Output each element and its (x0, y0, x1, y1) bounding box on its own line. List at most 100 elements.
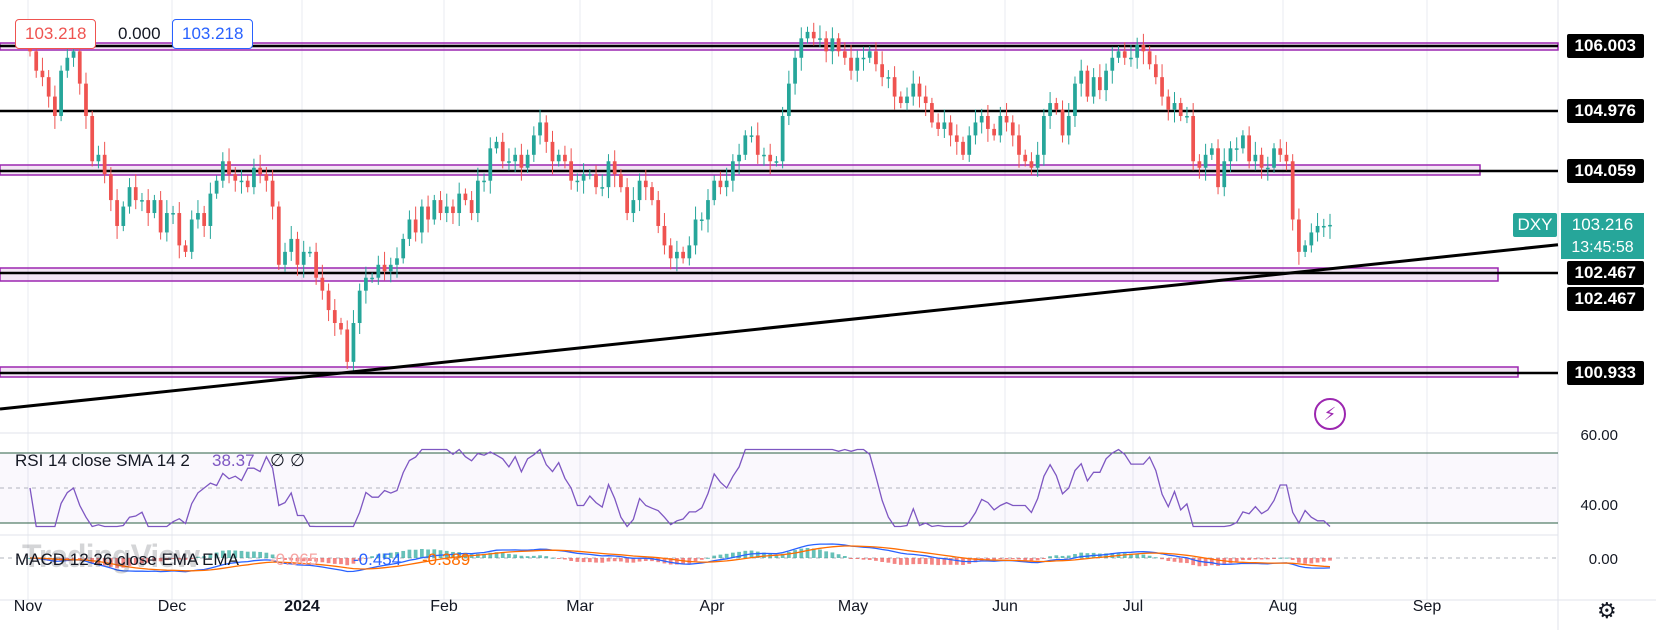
macd-histogram-bar (115, 558, 119, 569)
macd-histogram-bar (619, 558, 623, 562)
candle (1116, 51, 1121, 58)
candle (612, 161, 617, 175)
candle (1048, 103, 1052, 116)
candle (1066, 115, 1071, 136)
macd-histogram-bar (239, 550, 244, 558)
change-value: 0.000 (118, 24, 161, 43)
candle (749, 135, 754, 137)
macd-histogram-bar (606, 558, 611, 562)
gear-icon[interactable]: ⚙ (1597, 598, 1617, 623)
candle (1141, 44, 1146, 52)
candle (475, 180, 480, 214)
candle (1104, 70, 1108, 91)
candle (1085, 70, 1090, 97)
candle (786, 83, 791, 116)
macd-histogram-bar (594, 558, 598, 563)
candle (488, 148, 493, 181)
lightning-icon[interactable]: ⚡ (1314, 398, 1346, 430)
macd-histogram-bar (936, 558, 940, 566)
macd-histogram-bar (793, 550, 797, 558)
candle (401, 238, 406, 259)
macd-histogram-bar (488, 552, 493, 558)
candle (799, 38, 804, 58)
macd-histogram-bar (855, 558, 860, 559)
macd-histogram-bar (880, 558, 885, 562)
open-value-pill: 103.218 (15, 19, 97, 49)
macd-histogram-bar (811, 548, 816, 558)
macd-histogram-bar (737, 551, 741, 558)
candle (762, 154, 766, 157)
macd-histogram-bar (295, 558, 300, 562)
macd-histogram-bar (438, 550, 443, 558)
macd-histogram-bar (171, 558, 175, 560)
candle (326, 290, 331, 311)
candle (270, 180, 275, 207)
candle (811, 31, 816, 39)
macd-histogram-bar (513, 554, 518, 558)
candle (1079, 70, 1084, 84)
macd-histogram-bar (625, 558, 629, 563)
macd-histogram-bar (1010, 558, 1015, 559)
rsi-tick-40: 40.00 (1580, 497, 1618, 514)
macd-histogram-bar (202, 556, 207, 558)
macd-histogram-bar (842, 556, 847, 558)
candle (164, 213, 169, 233)
candle (917, 83, 922, 97)
time-label-sep: Sep (1412, 598, 1442, 615)
candle (276, 206, 281, 265)
macd-histogram-bar (177, 558, 182, 560)
candle (295, 238, 300, 265)
candle (1209, 148, 1214, 155)
candle (245, 180, 250, 188)
candle (936, 122, 940, 129)
candle (905, 96, 909, 104)
candle (1321, 225, 1326, 228)
candle (650, 187, 654, 201)
candle (407, 219, 412, 239)
candle (774, 161, 779, 163)
macd-histogram-bar (1247, 558, 1252, 560)
level-label: 104.976 (1566, 99, 1644, 123)
rsi-title[interactable]: RSI 14 close SMA 14 2 (15, 451, 190, 470)
candle (731, 161, 735, 181)
macd-histogram-bar (507, 553, 511, 558)
macd-histogram-bar (1141, 554, 1146, 558)
candle (861, 57, 866, 60)
candle (65, 57, 70, 71)
macd-histogram-bar (388, 552, 393, 558)
candle (998, 115, 1003, 136)
macd-title[interactable]: MACD 12 26 close EMA EMA (15, 550, 239, 569)
candle (1247, 135, 1252, 162)
candle (1054, 103, 1059, 110)
candle (587, 174, 592, 176)
candle (675, 251, 679, 259)
symbol-badge[interactable]: DXY (1513, 213, 1557, 237)
candle (239, 180, 244, 183)
candle (706, 200, 710, 220)
macd-histogram-bar (687, 558, 692, 564)
candle (979, 115, 984, 123)
macd-histogram-bar (413, 549, 418, 558)
macd-histogram-bar (1178, 558, 1183, 563)
macd-histogram-bar (799, 548, 804, 558)
macd-histogram-bar (108, 558, 113, 567)
candle (1060, 109, 1065, 136)
candle (793, 57, 797, 84)
candle (1004, 115, 1009, 123)
macd-histogram-bar (1122, 553, 1127, 558)
macd-histogram-bar (556, 558, 561, 559)
rsi-line (29, 448, 1331, 528)
candle (1135, 44, 1140, 58)
macd-histogram-bar (283, 558, 287, 560)
candle (986, 115, 990, 129)
candle (364, 277, 368, 291)
candle (1241, 135, 1245, 149)
candle (40, 70, 45, 78)
candle (339, 323, 343, 330)
level-label: 106.003 (1566, 34, 1644, 58)
candle (693, 219, 698, 246)
macd-histogram-bar (762, 552, 766, 558)
candle (301, 251, 306, 265)
